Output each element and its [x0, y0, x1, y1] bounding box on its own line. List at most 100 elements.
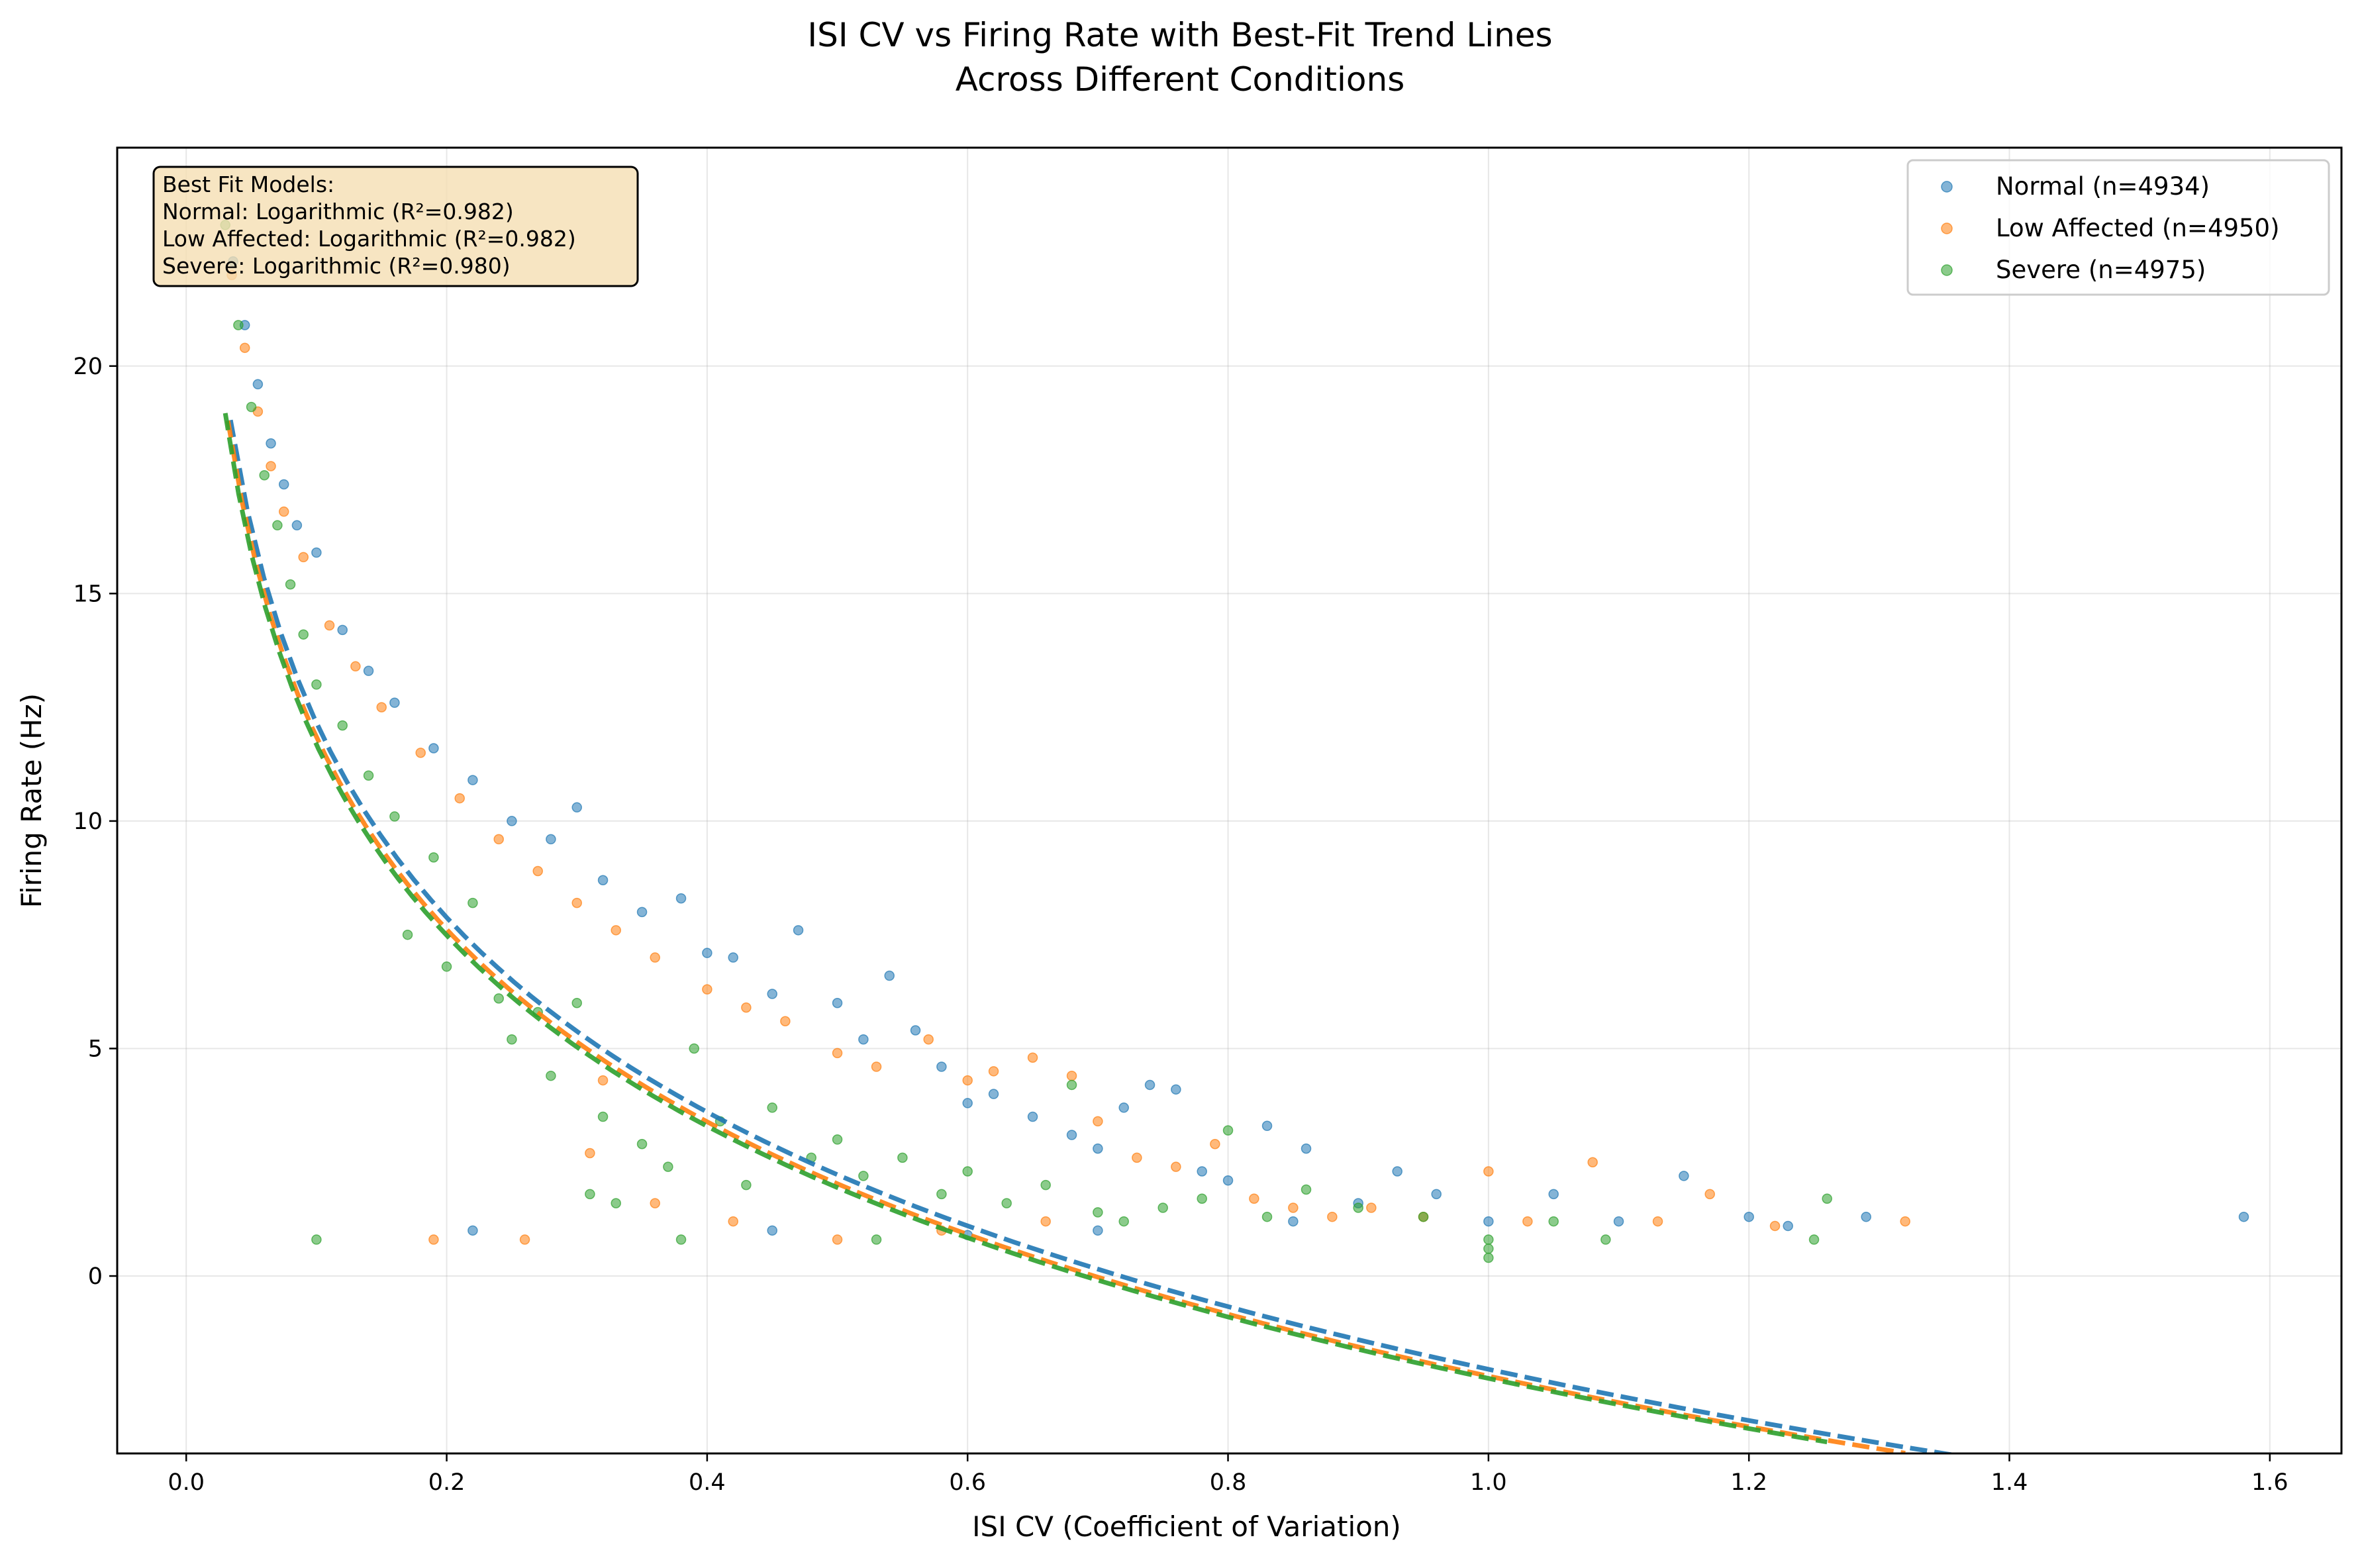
data-point — [1093, 1207, 1103, 1218]
data-point — [988, 1066, 999, 1077]
data-point — [832, 1134, 843, 1145]
data-point — [507, 1034, 517, 1045]
data-point — [611, 1198, 621, 1208]
data-point — [1157, 1202, 1168, 1213]
data-point — [1744, 1211, 1754, 1222]
data-point — [1301, 1143, 1312, 1154]
data-point — [650, 952, 660, 963]
data-point — [1144, 1079, 1155, 1091]
data-point — [832, 1234, 843, 1245]
data-point — [585, 1189, 595, 1200]
x-tick-label: 1.6 — [2251, 1469, 2288, 1496]
data-point — [767, 989, 777, 999]
data-point — [597, 1075, 609, 1086]
legend-marker — [1941, 181, 1953, 193]
fit-annotation-box: Best Fit Models: Normal: Logarithmic (R²… — [152, 166, 639, 287]
data-point — [1769, 1220, 1781, 1232]
data-point — [675, 893, 687, 904]
data-point — [298, 629, 309, 640]
data-point — [702, 948, 713, 958]
data-point — [675, 1234, 687, 1245]
data-point — [467, 775, 478, 785]
data-point — [741, 1179, 752, 1191]
data-point — [546, 1070, 556, 1081]
data-point — [1483, 1234, 1494, 1245]
data-point — [1366, 1202, 1377, 1213]
y-tick-label: 0 — [88, 1263, 103, 1290]
data-point — [1261, 1120, 1273, 1132]
data-point — [1197, 1166, 1207, 1177]
data-point — [441, 961, 452, 972]
y-axis: 0 5 10 15 20 — [73, 354, 117, 1290]
x-axis: 0.0 0.2 0.4 0.6 0.8 1.0 1.2 1.4 1.6 — [168, 1453, 2288, 1496]
data-point — [597, 1111, 609, 1122]
data-point — [1027, 1052, 1038, 1063]
data-point — [350, 661, 361, 672]
data-point — [285, 579, 296, 590]
data-point — [1587, 1157, 1598, 1168]
data-point — [428, 743, 439, 754]
chart-title-line-2: Across Different Conditions — [956, 60, 1405, 99]
data-point — [259, 469, 270, 481]
data-point — [1261, 1211, 1273, 1222]
data-point — [467, 1225, 478, 1236]
data-point — [1288, 1202, 1299, 1213]
data-point — [923, 1034, 934, 1045]
data-point — [1222, 1125, 1234, 1136]
x-tick-label: 0.6 — [949, 1469, 986, 1496]
data-point — [897, 1152, 908, 1163]
y-tick-label: 10 — [73, 808, 103, 835]
legend-label: Normal (n=4934) — [1996, 172, 2210, 201]
series-2-points — [220, 220, 1832, 1263]
annotation-line-4: Severe: Logarithmic (R²=0.980) — [162, 253, 511, 279]
series-1-fit-line — [225, 420, 1906, 1453]
data-point — [793, 925, 804, 936]
data-point — [402, 929, 413, 940]
data-point — [728, 952, 738, 963]
data-point — [962, 1166, 973, 1177]
data-point — [1392, 1166, 1402, 1177]
data-point — [1001, 1198, 1012, 1208]
data-point — [832, 1048, 843, 1059]
data-point — [454, 793, 465, 804]
data-point — [767, 1225, 777, 1236]
data-point — [467, 897, 478, 908]
fit-layer — [222, 413, 1959, 1453]
data-point — [1808, 1234, 1820, 1245]
data-point — [291, 520, 303, 531]
data-point — [571, 998, 582, 1008]
data-point — [1040, 1179, 1051, 1191]
data-point — [507, 816, 517, 826]
data-point — [780, 1016, 791, 1026]
data-point — [1613, 1216, 1624, 1227]
data-point — [266, 461, 276, 471]
data-point — [1483, 1166, 1494, 1177]
data-point — [1548, 1189, 1559, 1200]
y-tick-label: 20 — [73, 354, 103, 380]
data-point — [1483, 1244, 1494, 1254]
data-point — [1431, 1189, 1442, 1200]
data-point — [689, 1043, 699, 1054]
data-point — [702, 984, 713, 995]
series-0-points — [228, 256, 2249, 1240]
data-point — [311, 1234, 322, 1245]
x-tick-label: 0.8 — [1210, 1469, 1247, 1496]
data-point — [571, 802, 582, 813]
data-point — [428, 852, 439, 863]
data-point — [636, 1139, 648, 1150]
data-point — [546, 834, 556, 845]
data-point — [278, 506, 289, 517]
data-point — [1704, 1189, 1715, 1200]
legend-frame — [1906, 159, 2330, 296]
x-tick-label: 0.0 — [168, 1469, 205, 1496]
data-point — [2238, 1211, 2249, 1222]
data-point — [910, 1025, 921, 1036]
data-layer — [220, 220, 2249, 1263]
data-point — [376, 702, 387, 712]
data-point — [1861, 1211, 1871, 1222]
data-point — [1066, 1070, 1077, 1081]
data-point — [1483, 1252, 1494, 1263]
data-point — [884, 970, 895, 981]
